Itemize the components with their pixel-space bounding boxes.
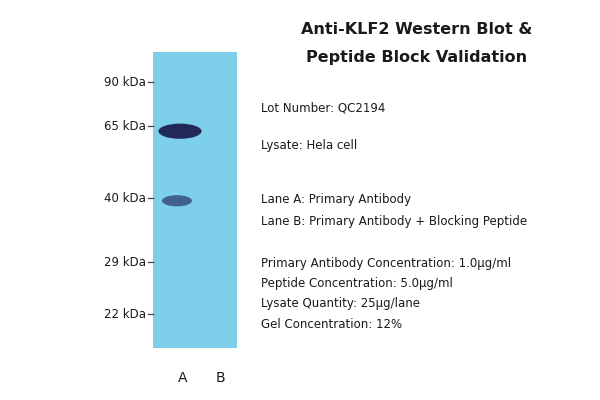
Text: Lot Number: QC2194: Lot Number: QC2194 bbox=[261, 102, 385, 114]
Text: Lysate: Hela cell: Lysate: Hela cell bbox=[261, 140, 357, 152]
Text: Lane A: Primary Antibody: Lane A: Primary Antibody bbox=[261, 194, 411, 206]
Text: 65 kDa: 65 kDa bbox=[104, 120, 146, 132]
Text: B: B bbox=[216, 371, 226, 385]
Text: Gel Concentration: 12%: Gel Concentration: 12% bbox=[261, 318, 402, 330]
Text: 22 kDa: 22 kDa bbox=[104, 308, 146, 320]
Text: Peptide Block Validation: Peptide Block Validation bbox=[307, 50, 527, 65]
Text: 90 kDa: 90 kDa bbox=[104, 76, 146, 88]
Text: A: A bbox=[178, 371, 188, 385]
Bar bbox=[153, 52, 237, 348]
Text: Anti-KLF2 Western Blot &: Anti-KLF2 Western Blot & bbox=[301, 22, 533, 37]
Text: Lysate Quantity: 25μg/lane: Lysate Quantity: 25μg/lane bbox=[261, 298, 420, 310]
Text: 29 kDa: 29 kDa bbox=[104, 256, 146, 268]
Ellipse shape bbox=[162, 195, 192, 206]
Text: Lane B: Primary Antibody + Blocking Peptide: Lane B: Primary Antibody + Blocking Pept… bbox=[261, 216, 527, 228]
Ellipse shape bbox=[158, 124, 202, 139]
Text: Primary Antibody Concentration: 1.0μg/ml: Primary Antibody Concentration: 1.0μg/ml bbox=[261, 258, 511, 270]
Text: 40 kDa: 40 kDa bbox=[104, 192, 146, 204]
Text: Peptide Concentration: 5.0μg/ml: Peptide Concentration: 5.0μg/ml bbox=[261, 278, 453, 290]
